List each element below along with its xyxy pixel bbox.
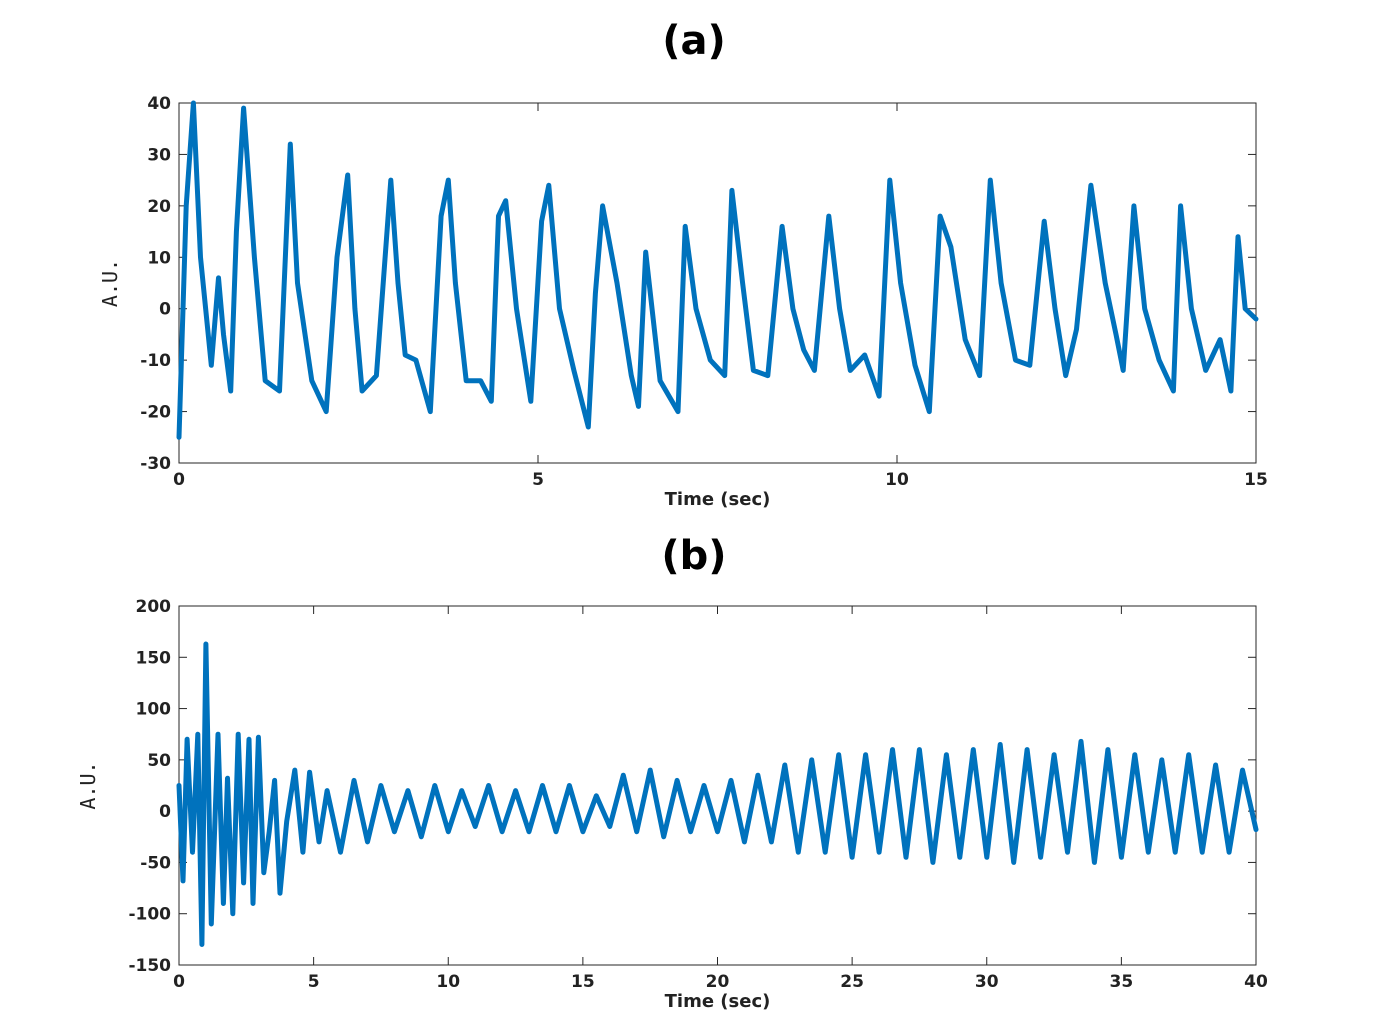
y-axis-label: A.U. <box>76 761 100 809</box>
plot-frame <box>178 102 1257 464</box>
y-tick-label: 150 <box>136 648 172 668</box>
x-tick-label: 20 <box>706 972 730 992</box>
panel-a-title: (a) <box>662 18 726 64</box>
y-tick-label: 0 <box>159 300 171 320</box>
y-tick-label: 50 <box>147 751 171 771</box>
x-tick-label: 30 <box>975 972 999 992</box>
x-tick-label: 15 <box>1244 470 1268 490</box>
x-axis-label: Time (sec) <box>665 489 771 510</box>
series-line-0 <box>176 641 1259 947</box>
y-tick-label: 20 <box>147 197 171 217</box>
x-tick-label: 15 <box>571 972 595 992</box>
y-tick-label: 10 <box>147 248 171 268</box>
x-tick-label: 5 <box>308 972 320 992</box>
x-tick-label: 0 <box>173 972 185 992</box>
y-axis-label: A.U. <box>98 259 122 307</box>
y-tick-label: 40 <box>147 94 171 114</box>
y-tick-label: 200 <box>136 597 172 617</box>
plot-frame <box>178 605 1257 966</box>
x-tick-label: 25 <box>840 972 864 992</box>
y-tick-label: -50 <box>140 853 171 873</box>
x-tick-label: 10 <box>436 972 460 992</box>
y-tick-label: -20 <box>140 403 171 423</box>
panel-b-title: (b) <box>661 533 727 579</box>
y-tick-label: -150 <box>128 956 171 976</box>
y-tick-label: -100 <box>128 905 171 925</box>
x-tick-label: 10 <box>885 470 909 490</box>
chart-a: 0 5 10 15 -30 -20 -10 0 10 20 30 40 Time (sec) A.U. <box>98 94 1268 510</box>
y-tick-label: 30 <box>147 145 171 165</box>
x-axis-label: Time (sec) <box>665 991 771 1012</box>
series-line-0 <box>176 100 1259 440</box>
x-tick-label: 5 <box>532 470 544 490</box>
y-tick-label: 100 <box>136 700 172 720</box>
x-tick-label: 0 <box>173 470 185 490</box>
y-tick-label: -30 <box>140 454 171 474</box>
y-tick-label: -10 <box>140 351 171 371</box>
y-tick-label: 0 <box>159 802 171 822</box>
x-tick-label: 40 <box>1244 972 1268 992</box>
x-tick-label: 35 <box>1110 972 1134 992</box>
